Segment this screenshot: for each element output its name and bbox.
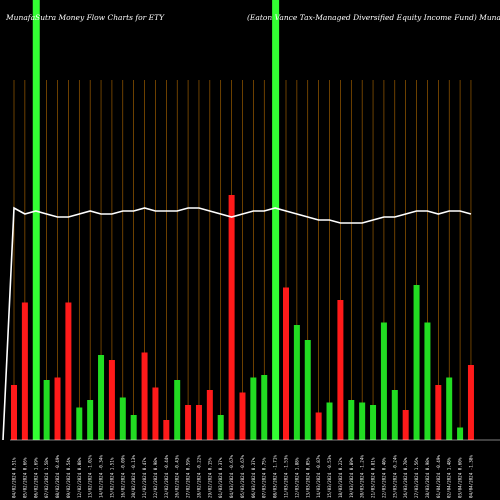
bar xyxy=(435,385,442,440)
x-tick-label: 19/03/2024 0.89% xyxy=(349,457,354,498)
bar xyxy=(152,387,159,440)
bar xyxy=(348,400,355,440)
x-tick-label: 22/02/2024 0.98% xyxy=(153,457,158,498)
x-tick-label: 04/04/2024 -1.38% xyxy=(468,455,473,498)
bar xyxy=(76,407,83,440)
bar xyxy=(87,400,94,440)
x-tick-label: 14/03/2024 -0.87% xyxy=(316,455,321,498)
bar xyxy=(185,405,192,440)
price-line xyxy=(2,206,472,441)
bar xyxy=(402,410,409,440)
bar xyxy=(326,402,333,440)
x-tick-label: 11/03/2024 -1.53% xyxy=(284,455,289,498)
x-tick-label: 28/02/2024 -0.22% xyxy=(196,455,201,498)
bar xyxy=(337,300,344,440)
x-tick-label: 13/03/2024 0.05% xyxy=(305,457,310,498)
bar xyxy=(467,365,474,440)
bar xyxy=(315,412,322,440)
x-tick-label: 07/03/2024 0.75% xyxy=(262,457,267,498)
bar xyxy=(217,415,224,440)
x-tick-label: 20/02/2024 -0.13% xyxy=(131,455,136,498)
x-tick-labels: 04/02/2024 0.51% 05/02/2024 0.66% 06/02/20… xyxy=(12,455,474,498)
x-tick-label: 26/03/2024 0.78% xyxy=(403,457,408,498)
chart-title-right: (Eaton Vance Tax-Managed Diversified Equ… xyxy=(247,13,500,22)
bar xyxy=(424,322,431,440)
x-tick-label: 27/03/2024 1.56% xyxy=(414,457,419,498)
bar xyxy=(413,285,420,440)
x-tick-label: 08/03/2024 -1.71% xyxy=(273,455,278,498)
x-tick-label: 15/03/2024 -0.53% xyxy=(327,455,332,498)
bar xyxy=(391,390,398,440)
bar xyxy=(43,380,50,440)
bar xyxy=(304,340,311,440)
x-tick-label: 18/03/2024 0.22% xyxy=(338,457,343,498)
bar xyxy=(119,397,126,440)
bar xyxy=(380,322,387,440)
x-tick-label: 08/02/2024 -0.49% xyxy=(55,455,60,498)
x-tick-label: 03/04/2024 0.60% xyxy=(458,457,463,498)
bar xyxy=(228,195,235,440)
x-tick-label: 28/03/2024 0.98% xyxy=(425,457,430,498)
x-tick-label: 27/02/2024 0.59% xyxy=(186,457,191,498)
x-tick-label: 12/02/2024 0.08% xyxy=(77,457,82,498)
x-tick-label: 26/02/2024 -0.43% xyxy=(175,455,180,498)
bar xyxy=(293,325,300,440)
x-tick-label: 21/02/2024 0.47% xyxy=(142,457,147,498)
bar xyxy=(11,385,17,440)
highlight-column xyxy=(32,0,40,440)
bar xyxy=(54,377,61,440)
bar xyxy=(446,377,453,440)
x-tick-label: 15/02/2024 1.51% xyxy=(109,457,114,498)
x-tick-label: 04/03/2024 -0.67% xyxy=(229,455,234,498)
bar xyxy=(195,405,202,440)
x-tick-label: 21/03/2024 0.81% xyxy=(371,457,376,498)
x-tick-label: 05/02/2024 0.66% xyxy=(22,457,27,498)
x-tick-label: 12/03/2024 1.88% xyxy=(294,457,299,498)
x-tick-label: 01/03/2024 0.37% xyxy=(218,457,223,498)
bar xyxy=(359,402,366,440)
x-tick-label: 14/02/2024 -0.34% xyxy=(99,455,104,498)
x-tick-label: 06/03/2024 0.37% xyxy=(251,457,256,498)
x-tick-label: 04/02/2024 0.51% xyxy=(12,457,17,498)
x-tick-label: 22/03/2024 0.40% xyxy=(381,457,386,498)
bar xyxy=(108,360,115,440)
x-tick-label: 02/04/2024 1.48% xyxy=(447,457,452,498)
chart-title-left: MunafaSutra Money Flow Charts for ETY xyxy=(5,13,165,22)
bar xyxy=(283,287,289,440)
bar xyxy=(65,302,72,440)
bar xyxy=(130,415,137,440)
x-tick-label: 25/03/2024 -0.24% xyxy=(392,455,397,498)
bar xyxy=(239,392,246,440)
bar xyxy=(457,427,464,440)
x-tick-label: 05/03/2024 -0.67% xyxy=(240,455,245,498)
bar xyxy=(174,380,181,440)
bar xyxy=(21,302,28,440)
x-tick-label: 06/02/2024 1.69% xyxy=(33,457,38,498)
bar xyxy=(98,355,105,440)
bar xyxy=(261,375,268,440)
x-tick-label: 09/02/2024 0.54% xyxy=(66,457,71,498)
x-tick-label: 13/02/2024 -1.02% xyxy=(88,455,93,498)
x-tick-label: 23/02/2024 -0.44% xyxy=(164,455,169,498)
x-tick-label: 20/03/2024 -1.24% xyxy=(360,455,365,498)
bar xyxy=(206,390,213,440)
x-tick-label: 07/02/2024 1.58% xyxy=(44,457,49,498)
bar xyxy=(250,377,257,440)
x-tick-label: 01/04/2024 -0.49% xyxy=(436,455,441,498)
bars xyxy=(11,195,474,440)
x-tick-label: 16/02/2024 -0.09% xyxy=(120,455,125,498)
highlight-column xyxy=(272,0,280,440)
bar xyxy=(163,420,170,440)
bar xyxy=(141,352,148,440)
bar xyxy=(370,405,377,440)
x-tick-label: 29/02/2024 0.15% xyxy=(207,457,212,498)
